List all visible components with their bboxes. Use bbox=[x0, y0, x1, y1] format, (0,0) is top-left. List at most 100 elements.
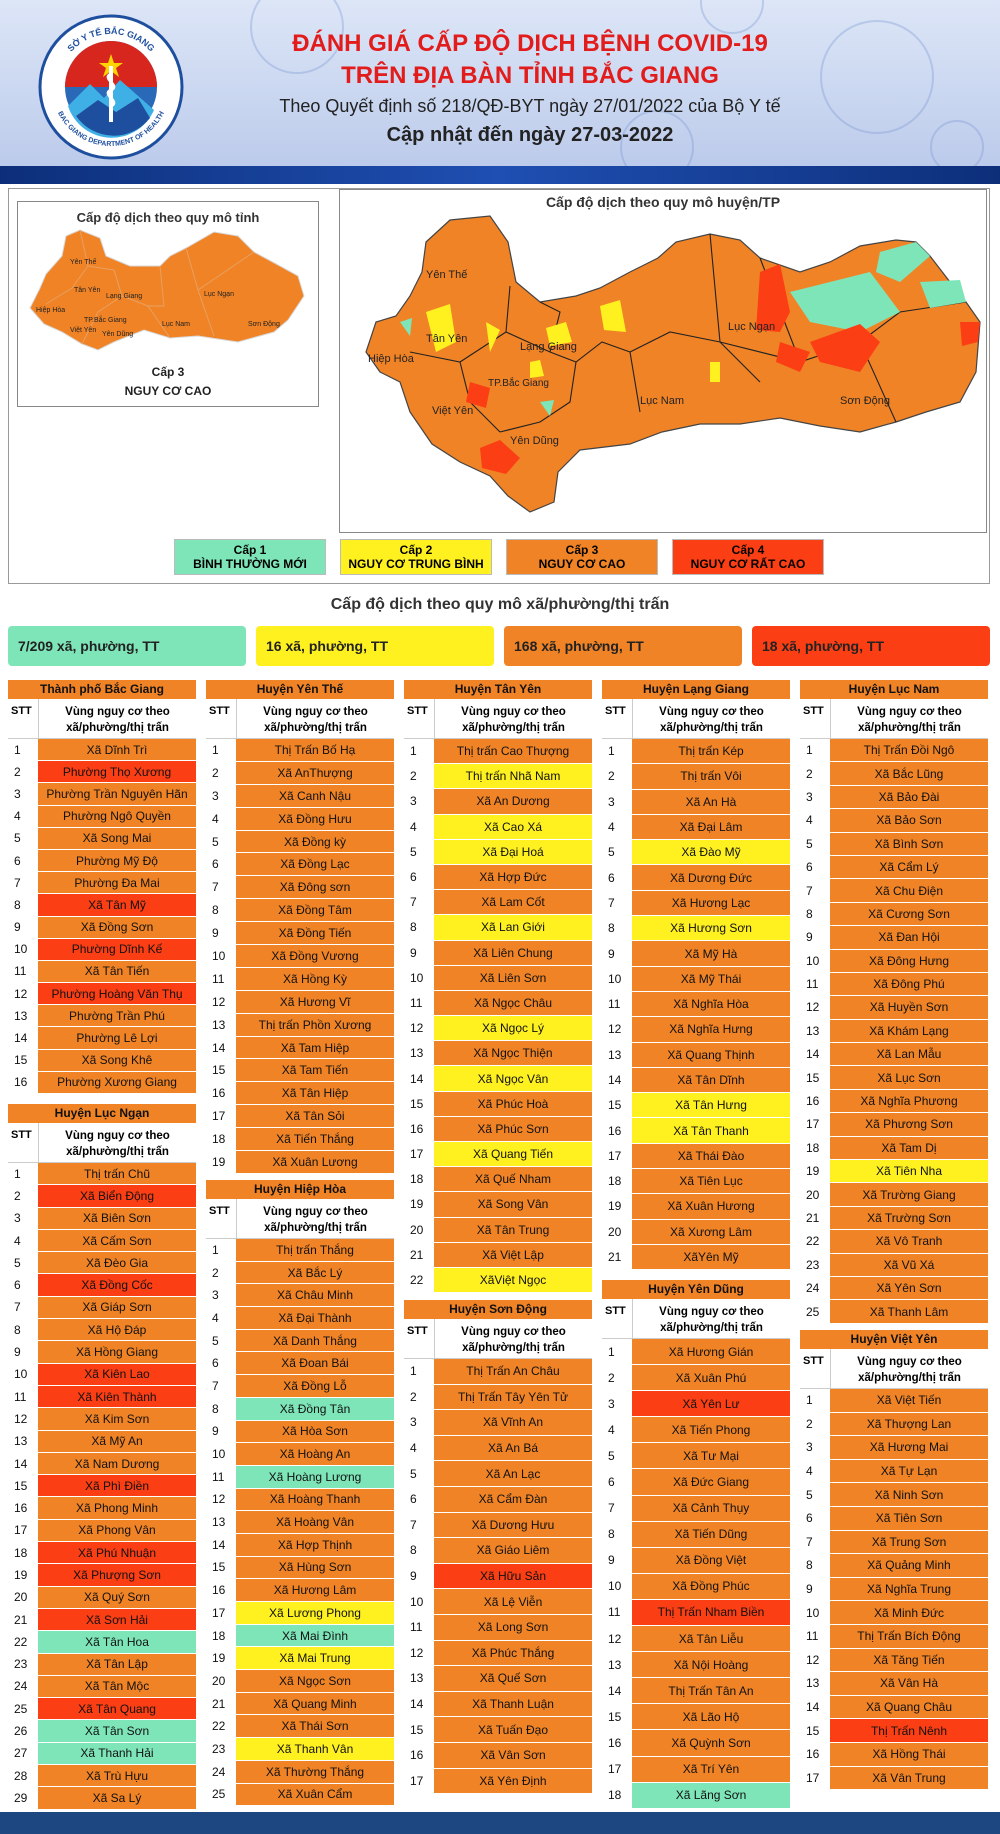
table-row: 5 Xã Đại Hoá bbox=[404, 839, 592, 865]
page-title-line1: ĐÁNH GIÁ CẤP ĐỘ DỊCH BỆNH COVID-19 bbox=[292, 30, 768, 57]
table-row: 3 Xã Yên Lư bbox=[602, 1391, 790, 1418]
row-number: 10 bbox=[800, 949, 830, 972]
map-label: Việt Yên bbox=[70, 327, 96, 334]
table-row: 1 Thị trấn Kép bbox=[602, 739, 790, 765]
row-number: 9 bbox=[602, 1547, 632, 1573]
commune-name: Xã Biên Sơn bbox=[38, 1207, 196, 1229]
row-number: 2 bbox=[206, 1261, 236, 1284]
table-row: 10 Xã Hoàng An bbox=[206, 1443, 394, 1466]
row-number: 7 bbox=[8, 872, 38, 894]
table-row: 8 Xã Tiến Dũng bbox=[602, 1521, 790, 1548]
legend-name: NGUY CƠ RẤT CAO bbox=[690, 557, 806, 571]
zone-header: Vùng nguy cơ theo xã/phường/thị trấn bbox=[830, 699, 988, 738]
table-row: 11 Xã Kiên Thành bbox=[8, 1385, 196, 1409]
commune-name: Xã Phúc Hoà bbox=[434, 1091, 592, 1116]
table-row: 13 Xã Vân Hà bbox=[800, 1672, 988, 1696]
row-number: 25 bbox=[8, 1698, 38, 1720]
table-row: 16 Xã Tân Thanh bbox=[602, 1118, 790, 1144]
row-number: 5 bbox=[206, 1329, 236, 1352]
commune-name: Thị trấn Vôi bbox=[632, 764, 790, 789]
commune-name: Phường Trần Nguyên Hãn bbox=[38, 783, 196, 805]
commune-name: Xã Hương Lạc bbox=[632, 890, 790, 916]
row-number: 7 bbox=[206, 1375, 236, 1397]
commune-name: Xã Lệ Viễn bbox=[434, 1589, 592, 1614]
row-number: 11 bbox=[8, 960, 38, 983]
table-row: 1 Xã Hương Gián bbox=[602, 1339, 790, 1366]
commune-name: Xã Bình Sơn bbox=[830, 832, 988, 855]
table-row: 20 Xã Ngọc Sơn bbox=[206, 1670, 394, 1693]
commune-name: Xã An Bá bbox=[434, 1435, 592, 1461]
table-row: 23 Xã Tân Lập bbox=[8, 1653, 196, 1676]
row-number: 9 bbox=[8, 916, 38, 938]
commune-name: Xã An Hà bbox=[632, 789, 790, 814]
commune-name: Xã Vân Hà bbox=[830, 1672, 988, 1695]
table-row: 22 Xã Vô Tranh bbox=[800, 1230, 988, 1254]
table-row: 9 Xã Đồng Tiến bbox=[206, 922, 394, 946]
district-name: Huyện Việt Yên bbox=[800, 1330, 988, 1349]
table-row: 8 Xã Tân Mỹ bbox=[8, 894, 196, 917]
row-number: 19 bbox=[800, 1160, 830, 1183]
table-row: 12 Xã Phúc Thắng bbox=[404, 1640, 592, 1667]
commune-name: Xã Tam Dị bbox=[830, 1136, 988, 1160]
district-name: Huyện Sơn Động bbox=[404, 1300, 592, 1319]
commune-name: Xã Hương Sơn bbox=[632, 916, 790, 941]
row-number: 10 bbox=[206, 945, 236, 967]
table-row: 18 Xã Phú Nhuận bbox=[8, 1542, 196, 1565]
row-number: 7 bbox=[404, 890, 434, 915]
commune-name: Xã Đào Mỹ bbox=[632, 840, 790, 865]
stt-header: STT bbox=[803, 705, 824, 717]
row-number: 13 bbox=[602, 1042, 632, 1067]
commune-name: Xã Trường Giang bbox=[830, 1183, 988, 1206]
commune-name: Xã Ngọc Châu bbox=[434, 990, 592, 1016]
table-row: 14 Phường Lê Lợi bbox=[8, 1027, 196, 1050]
row-number: 23 bbox=[206, 1738, 236, 1760]
table-row: 7 Phường Đa Mai bbox=[8, 872, 196, 895]
commune-name: Xã Đông sơn bbox=[236, 876, 394, 899]
table-row: 19 Xã Tiên Nha bbox=[800, 1160, 988, 1184]
row-number: 3 bbox=[404, 789, 434, 814]
virus-decoration bbox=[700, 0, 764, 34]
table-row: 19 Xã Xuân Hương bbox=[602, 1194, 790, 1220]
table-row: 7 Xã Đồng Lỗ bbox=[206, 1375, 394, 1398]
summary-level-3: 168 xã, phường, TT bbox=[504, 626, 742, 666]
row-number: 16 bbox=[602, 1118, 632, 1143]
row-number: 11 bbox=[206, 967, 236, 990]
table-row: 1 Xã Dĩnh Trì bbox=[8, 739, 196, 762]
legend-level: Cấp 1 bbox=[233, 543, 267, 557]
commune-name: XãYên Mỹ bbox=[632, 1244, 790, 1270]
table-row: 3 Xã Bảo Đài bbox=[800, 785, 988, 810]
column-header: STT Vùng nguy cơ theo xã/phường/thị trấn bbox=[800, 1349, 988, 1389]
commune-name: Xã Tân Thanh bbox=[632, 1118, 790, 1143]
row-number: 9 bbox=[800, 1577, 830, 1601]
district-name: Huyện Tân Yên bbox=[404, 680, 592, 699]
header-stripe bbox=[0, 166, 1000, 184]
row-number: 6 bbox=[404, 864, 434, 890]
table-row: 16 Xã Quỳnh Sơn bbox=[602, 1730, 790, 1757]
row-number: 19 bbox=[8, 1564, 38, 1586]
commune-name: Xã Hương Vĩ bbox=[236, 990, 394, 1013]
district-table: Huyện Yên Dũng STT Vùng nguy cơ theo xã/ph… bbox=[602, 1280, 790, 1809]
table-row: 13 Thị trấn Phồn Xương bbox=[206, 1013, 394, 1037]
row-number: 14 bbox=[800, 1695, 830, 1719]
table-row: 11 Thị Trấn Bích Động bbox=[800, 1624, 988, 1649]
table-row: 13 Xã Quế Sơn bbox=[404, 1666, 592, 1692]
commune-name: Xã Lam Cốt bbox=[434, 890, 592, 915]
table-row: 3 Phường Trần Nguyên Hãn bbox=[8, 783, 196, 806]
commune-name: Xã Đồng Lạc bbox=[236, 853, 394, 876]
commune-name: Xã Bảo Đài bbox=[830, 785, 988, 809]
legend-name: NGUY CƠ CAO bbox=[538, 557, 626, 571]
commune-name: Xã Tân Sỏi bbox=[236, 1105, 394, 1128]
commune-name: Xã Bắc Lũng bbox=[830, 762, 988, 785]
table-row: 6 Xã Đoan Bái bbox=[206, 1352, 394, 1376]
row-number: 7 bbox=[800, 879, 830, 902]
row-number: 21 bbox=[602, 1244, 632, 1270]
stt-header: STT bbox=[803, 1355, 824, 1367]
row-number: 19 bbox=[602, 1194, 632, 1219]
commune-name: Xã Vô Tranh bbox=[830, 1230, 988, 1253]
commune-name: Xã Tân Lập bbox=[38, 1653, 196, 1675]
table-row: 5 Xã Tư Mại bbox=[602, 1443, 790, 1470]
commune-name: Xã Phú Nhuận bbox=[38, 1542, 196, 1564]
row-number: 3 bbox=[800, 1436, 830, 1459]
commune-name: Thị trấn Kép bbox=[632, 739, 790, 764]
table-row: 1 Xã Việt Tiến bbox=[800, 1389, 988, 1413]
